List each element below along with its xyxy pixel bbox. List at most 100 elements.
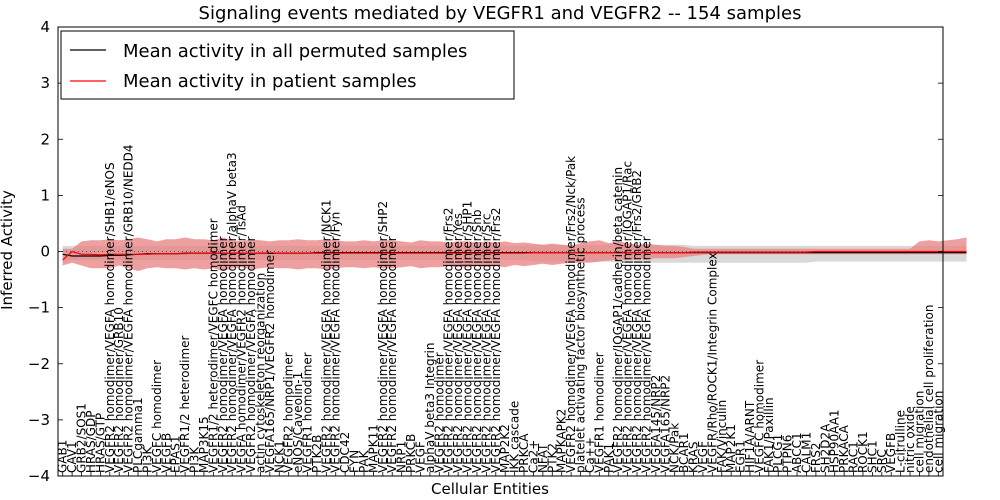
legend-box xyxy=(60,30,515,100)
category-label: ROCK1 xyxy=(856,431,870,473)
category-label: endothelial cell proliferation xyxy=(922,305,936,473)
category-label: PTPN6 xyxy=(781,435,795,473)
y-tick-label: −1 xyxy=(28,299,50,317)
y-tick-label: −4 xyxy=(28,467,50,485)
y-tick-label: 2 xyxy=(40,130,50,148)
category-label: Ca2+ xyxy=(527,440,541,473)
category-label: L-citrulline xyxy=(894,410,908,473)
category-label: VEGFR2 homodimer/VEGFA homodimer/Yes xyxy=(451,213,465,473)
category-label: VEGFR2 homodimer/VEGFA homodimer/Frs2 xyxy=(442,207,456,473)
category-label: ABCC1 xyxy=(790,432,804,473)
legend: Mean activity in all permuted samples Me… xyxy=(60,30,515,100)
legend-label-permuted: Mean activity in all permuted samples xyxy=(123,41,467,62)
category-label: VEGFR2 homodimer/VEGFA homodimer/NCK1 xyxy=(319,199,333,473)
category-label: NFAT xyxy=(536,443,550,473)
category-label: NRP1 xyxy=(395,441,409,473)
category-label: eNOS/Caveolin-1 xyxy=(291,372,305,473)
category-label: HSP90AA1 xyxy=(828,409,842,473)
y-tick-label: 0 xyxy=(40,243,50,261)
category-label: VEGFB xyxy=(884,433,898,473)
y-tick-label: −3 xyxy=(28,411,50,429)
category-label: EGR1 xyxy=(734,440,748,473)
category-label: VEGFC homodimer xyxy=(150,360,164,473)
category-label: PRKCA xyxy=(517,433,531,473)
category-label: PI3K xyxy=(140,446,154,473)
category-label: RAC1 xyxy=(847,441,861,473)
category-label: platelet activating factor biosynthetic … xyxy=(574,197,588,473)
category-label: VEGFR2 homodimer/GRB10 xyxy=(112,307,126,473)
category-label: FAK/Vinculin xyxy=(715,400,729,473)
category-label: MAP2K1 xyxy=(724,424,738,473)
category-label: NCK/Pak xyxy=(668,423,682,473)
category-label: PAK xyxy=(357,449,371,473)
category-label: VEGFR2 homodimer/VEGFA homodimer/SHP1 xyxy=(461,201,475,473)
y-tick-label: 1 xyxy=(40,186,50,204)
category-label: MAPK11 xyxy=(366,424,380,473)
chart-title: Signaling events mediated by VEGFR1 and … xyxy=(199,3,802,24)
category-label: VEGFR2 homodimer/VEGFA homodimer/alphaV … xyxy=(225,152,239,473)
category-label: FAK1/Paxillin xyxy=(762,397,776,473)
category-label: PRKACA xyxy=(837,424,851,473)
category-label: VEGFR2 homodimer/VEGFA homodimer/Frs2/Nc… xyxy=(564,156,578,473)
category-label: VEGFR2 homodimer/VEGFA homodimer/SHB1/eN… xyxy=(103,162,117,473)
category-label: FYN xyxy=(348,450,362,473)
category-label: VEGFR1 homodimer xyxy=(301,352,315,473)
category-label: VEGFR2 homodimer/VEGFA homodimer/Frs2/GR… xyxy=(630,170,644,473)
category-label: VEGFR2 homodimer xyxy=(282,352,296,473)
category-label: VEGFR2 homodimer/VEGFA homodimer xyxy=(639,236,653,473)
category-label: PAK1 xyxy=(602,443,616,473)
y-axis-label: Inferred Activity xyxy=(0,190,16,310)
category-label: BCAR1 xyxy=(677,432,691,473)
category-label: PTK2 xyxy=(545,443,559,473)
category-label: VEGFA homodimer/VEGFR2 homodimer/TsAd xyxy=(235,205,249,473)
category-label: VEGFR2 homodimer/VEGFA homodimer/IQGAP1/… xyxy=(621,161,635,473)
category-label: VEGFR2 homodimer/IQGAP1/cadherin/beta ca… xyxy=(611,167,625,473)
category-label: VEGFR1/2 heterodimer/VEGFC homodimer xyxy=(206,218,220,473)
legend-label-patient: Mean activity in patient samples xyxy=(123,71,417,92)
category-label: nitric oxide xyxy=(903,406,917,473)
category-label: VEGFR1/2 heterodimer xyxy=(178,335,192,473)
category-label: MAPKAPK2 xyxy=(555,409,569,473)
category-label: PLCG1 xyxy=(771,434,785,473)
category-label: GAB1 xyxy=(56,440,70,473)
category-label: IKK cascade xyxy=(508,401,522,473)
category-label: HIF1A/ARNT xyxy=(743,400,757,473)
category-label: VEGFR/Rho/ROCK1/Integrin Complex xyxy=(705,252,719,473)
category-label: VEGFR2 homodimer/VEGFA homodimer/SHP2 xyxy=(376,201,390,473)
y-tick-label: 4 xyxy=(40,18,50,36)
category-label: PLCgamma1 xyxy=(131,397,145,473)
category-label: HRAS/GDP xyxy=(84,411,98,474)
category-label: VEGFR2 homodimer/VEGFA homodimer xyxy=(385,236,399,473)
category-label: EPAS1 xyxy=(169,435,183,473)
category-label: PI3K xyxy=(188,446,202,473)
category-label: MAP3K15 xyxy=(197,416,211,473)
category-label: VEGFR2 homodimer/VEGFA homodimer/Src xyxy=(479,213,493,473)
category-label: MAP2K2 xyxy=(498,424,512,473)
category-label: SH2D2A xyxy=(818,423,832,473)
category-label: SRC xyxy=(875,449,889,473)
y-tick-label: 3 xyxy=(40,74,50,92)
category-label: GRB2/SOS1 xyxy=(75,403,89,473)
category-label: SHC1 xyxy=(865,440,879,473)
category-label: VEGFB xyxy=(159,433,173,473)
category-label: alphaV beta3 Integrin xyxy=(423,342,437,473)
category-label: VEGFR2 homodimer/VEGFA homodimer xyxy=(244,236,258,473)
y-tick-label: −2 xyxy=(28,355,50,373)
category-label: PRKCB xyxy=(404,434,418,473)
category-label: CDC42 xyxy=(338,432,352,473)
category-label: VEGFR2 homodimer/VEGFA homodimer/GRB10/N… xyxy=(122,144,136,473)
category-label: VEGFR2 homodimer/VEGFA homodimer xyxy=(216,236,230,473)
category-label: VEGFR2 homodimer/VEGFA homodimer/Fyn xyxy=(329,212,343,473)
category-label: VEGFA165/NRP2 xyxy=(658,375,672,473)
category-label: VEGFR2 homodimer/VEGFA homodimer/Frs2 xyxy=(489,208,503,474)
category-labels: GAB1CAV1GRB2/SOS1HRAS/GDPHRAS/GTPVEGFR2 … xyxy=(56,144,945,476)
category-label: VEGFR2 homodimer/VEGFA homodimer/Shb xyxy=(470,210,484,474)
category-label: HRAS/GTP xyxy=(93,413,107,473)
band-patient xyxy=(62,237,967,272)
category-label: CAV1 xyxy=(65,441,79,473)
x-axis-label: Cellular Entities xyxy=(431,480,549,498)
plot-frame xyxy=(57,26,944,477)
category-label: VEGFA145/NRP2 xyxy=(649,375,663,473)
spread-bands xyxy=(58,237,967,272)
